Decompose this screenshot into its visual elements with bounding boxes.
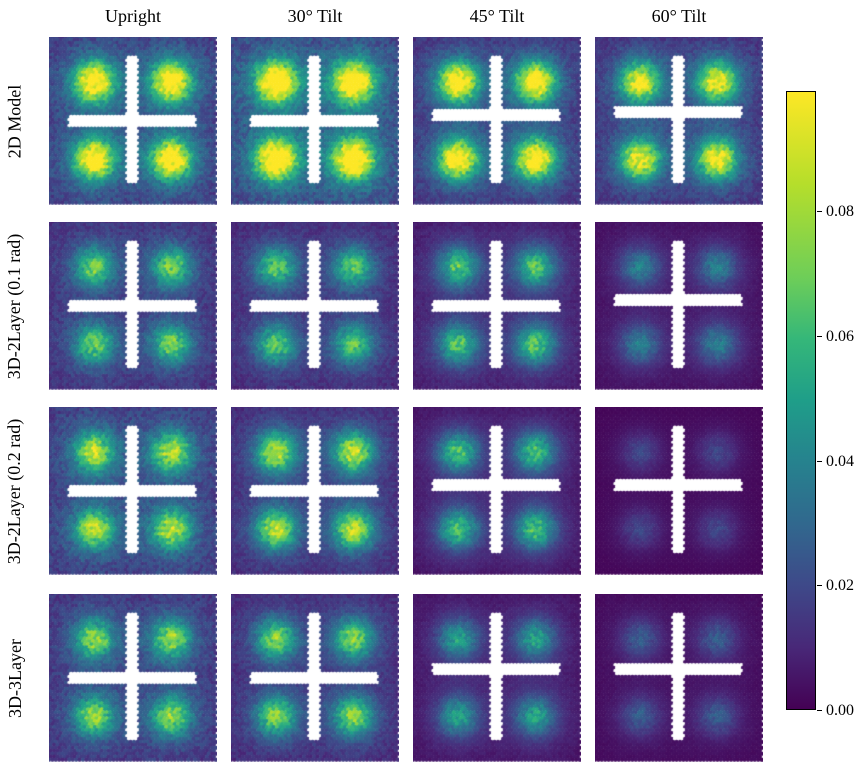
heatmap-panel	[413, 222, 581, 390]
heatmap-panel	[231, 407, 399, 575]
heatmap-panel	[231, 222, 399, 390]
heatmap-panel	[595, 407, 763, 575]
heatmap-panel	[413, 37, 581, 205]
colorbar-tick	[817, 211, 822, 212]
heatmap-panel	[49, 407, 217, 575]
colorbar	[786, 91, 816, 710]
colorbar-tick-label: 0.04	[826, 453, 854, 470]
column-title-upright: Upright	[105, 6, 161, 26]
colorbar-tick-label: 0.02	[826, 577, 854, 594]
colorbar-tick	[817, 461, 822, 462]
column-title-60-tilt: 60° Tilt	[651, 6, 707, 26]
heatmap-panel	[49, 37, 217, 205]
row-label-text: 3D-3Layer	[4, 638, 25, 718]
heatmap-panel	[413, 407, 581, 575]
colorbar-tick-label: 0.06	[826, 328, 854, 345]
column-title-30-tilt: 30° Tilt	[287, 6, 343, 26]
heatmap-panel	[49, 594, 217, 762]
row-label-2d-model: 2D Model	[0, 37, 30, 205]
colorbar-tick	[817, 710, 822, 711]
heatmap-panel	[595, 37, 763, 205]
column-title-45-tilt: 45° Tilt	[469, 6, 525, 26]
row-label-3d-2layer-02: 3D-2Layer (0.2 rad)	[0, 407, 30, 575]
row-label-text: 3D-2Layer (0.1 rad)	[4, 233, 25, 379]
row-label-text: 3D-2Layer (0.2 rad)	[4, 418, 25, 564]
colorbar-tick	[817, 336, 822, 337]
colorbar-tick-label: 0.08	[826, 203, 854, 220]
row-label-3d-2layer-01: 3D-2Layer (0.1 rad)	[0, 222, 30, 390]
row-label-text: 2D Model	[4, 84, 25, 158]
heatmap-panel	[231, 594, 399, 762]
row-label-3d-3layer: 3D-3Layer	[0, 594, 30, 762]
heatmap-panel	[595, 594, 763, 762]
heatmap-panel	[413, 594, 581, 762]
colorbar-tick-label: 0.00	[826, 702, 854, 719]
heatmap-panel	[595, 222, 763, 390]
colorbar-tick	[817, 585, 822, 586]
heatmap-panel	[231, 37, 399, 205]
heatmap-panel	[49, 222, 217, 390]
